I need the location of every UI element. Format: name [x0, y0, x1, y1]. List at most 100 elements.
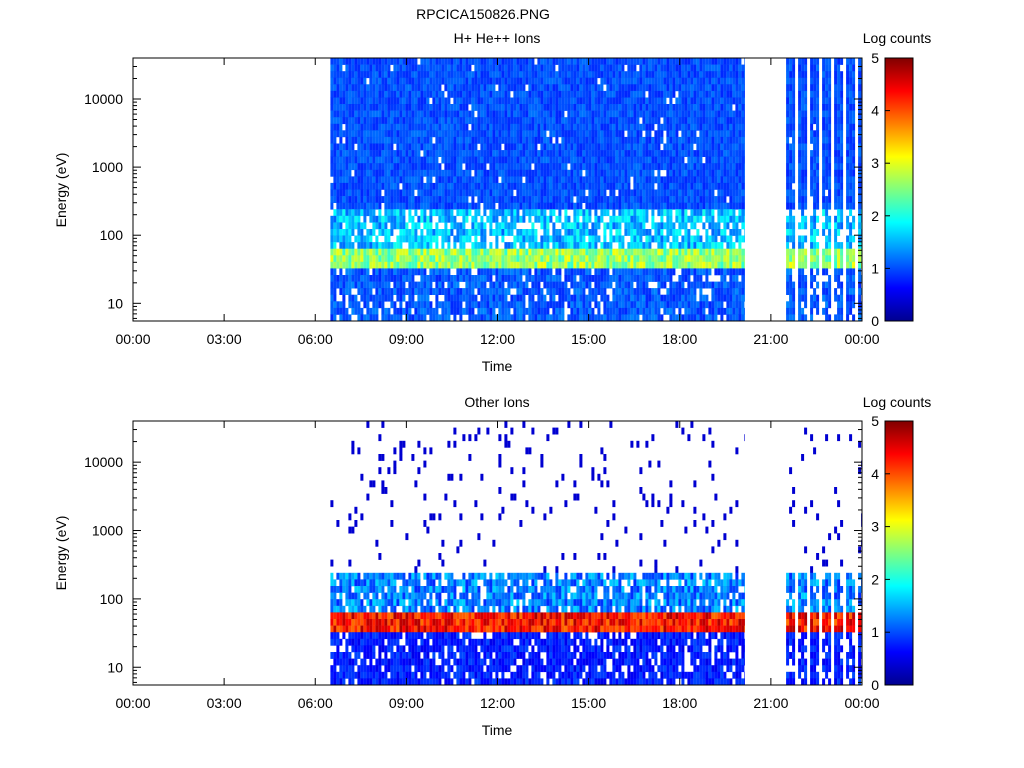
spectrogram-cell — [714, 163, 718, 171]
spectrogram-cell — [498, 307, 502, 315]
spectrogram-cell — [555, 117, 559, 125]
spectrogram-cell — [531, 169, 535, 177]
spectrogram-cell — [372, 275, 376, 282]
spectrogram-cell — [687, 58, 691, 65]
spectrogram-cell — [447, 209, 451, 217]
spectrogram-cell — [690, 196, 694, 203]
spectrogram-cell — [696, 71, 700, 79]
spectrogram-cell — [348, 130, 352, 138]
spectrogram-cell — [702, 90, 706, 98]
spectrogram-cell — [540, 288, 544, 295]
spectrogram-cell — [405, 90, 409, 98]
spectrogram-cell — [693, 281, 697, 289]
spectrogram-cell — [648, 202, 652, 210]
spectrogram-cell — [504, 110, 508, 118]
spectrogram-cell — [405, 307, 409, 315]
spectrogram-cell — [438, 229, 442, 236]
spectrogram-cell — [486, 215, 490, 223]
spectrogram-cell — [672, 90, 676, 98]
spectrogram-cell — [483, 268, 487, 276]
spectrogram-cell — [582, 235, 586, 243]
spectrogram-cell — [546, 77, 550, 85]
spectrogram-cell — [561, 150, 565, 157]
spectrogram-cell — [498, 117, 502, 125]
spectrogram-cell — [390, 222, 394, 230]
spectrogram-cell — [603, 209, 607, 217]
spectrogram-cell — [336, 163, 340, 171]
spectrogram-cell — [462, 275, 466, 282]
spectrogram-cell — [435, 242, 439, 249]
spectrogram-cell — [447, 117, 451, 125]
spectrogram-cell — [567, 136, 571, 144]
spectrogram-cell — [663, 222, 667, 230]
spectrogram-cell — [489, 242, 493, 249]
spectrogram-cell — [369, 307, 373, 315]
spectrogram-cell — [588, 143, 592, 151]
spectrogram-cell — [471, 143, 475, 151]
spectrogram-cell — [498, 209, 502, 217]
spectrogram-cell — [330, 136, 334, 144]
spectrogram-cell — [681, 156, 685, 164]
spectrogram-cell — [678, 261, 682, 269]
spectrogram-cell — [366, 130, 370, 138]
spectrogram-cell — [585, 242, 589, 249]
spectrogram-cell — [471, 77, 475, 85]
spectrogram-cell — [489, 104, 493, 111]
spectrogram-cell — [609, 229, 613, 236]
spectrogram-cell — [423, 104, 427, 111]
spectrogram-cell — [642, 163, 646, 171]
spectrogram-cell — [555, 288, 559, 295]
spectrogram-cell — [366, 261, 370, 269]
spectrogram-cell — [435, 229, 439, 236]
spectrogram-cell — [426, 294, 430, 302]
spectrogram-cell — [729, 307, 733, 315]
spectrogram-cell — [633, 261, 637, 269]
spectrogram-cell — [567, 275, 571, 282]
spectrogram-cell — [627, 169, 631, 177]
spectrogram-cell — [621, 288, 625, 295]
spectrogram-cell — [348, 110, 352, 118]
spectrogram-cell — [567, 130, 571, 138]
spectrogram-cell — [420, 169, 424, 177]
spectrogram-cell — [546, 58, 550, 65]
spectrogram-cell — [339, 248, 343, 256]
spectrogram-cell — [342, 307, 346, 315]
spectrogram-cell — [600, 196, 604, 203]
spectrogram-cell — [651, 123, 655, 131]
spectrogram-cell — [582, 90, 586, 98]
spectrogram-cell — [444, 215, 448, 223]
spectrogram-cell — [435, 182, 439, 190]
spectrogram-cell — [429, 123, 433, 131]
spectrogram-cell — [498, 248, 502, 256]
spectrogram-cell — [540, 110, 544, 118]
spectrogram-cell — [489, 255, 493, 263]
spectrogram-cell — [339, 130, 343, 138]
spectrogram-cell — [714, 110, 718, 118]
spectrogram-cell — [525, 58, 529, 65]
spectrogram-cell — [693, 307, 697, 315]
spectrogram-cell — [657, 235, 661, 243]
spectrogram-cell — [621, 281, 625, 289]
spectrogram-cell — [474, 143, 478, 151]
spectrogram-cell — [489, 189, 493, 197]
spectrogram-cell — [369, 169, 373, 177]
spectrogram-cell — [645, 77, 649, 85]
spectrogram-cell — [606, 261, 610, 269]
spectrogram-cell — [354, 255, 358, 263]
spectrogram-cell — [363, 275, 367, 282]
spectrogram-cell — [531, 150, 535, 157]
spectrogram-cell — [339, 268, 343, 276]
spectrogram-cell — [591, 110, 595, 118]
spectrogram-cell — [708, 117, 712, 125]
spectrogram-cell — [441, 176, 445, 184]
spectrogram-cell — [549, 77, 553, 85]
spectrogram-cell — [486, 255, 490, 263]
spectrogram-cell — [693, 84, 697, 92]
spectrogram-cell — [594, 64, 598, 72]
spectrogram-cell — [672, 268, 676, 276]
spectrogram-cell — [417, 123, 421, 131]
spectrogram-cell — [369, 176, 373, 184]
spectrogram-cell — [627, 77, 631, 85]
spectrogram-cell — [654, 117, 658, 125]
spectrogram-cell — [345, 77, 349, 85]
